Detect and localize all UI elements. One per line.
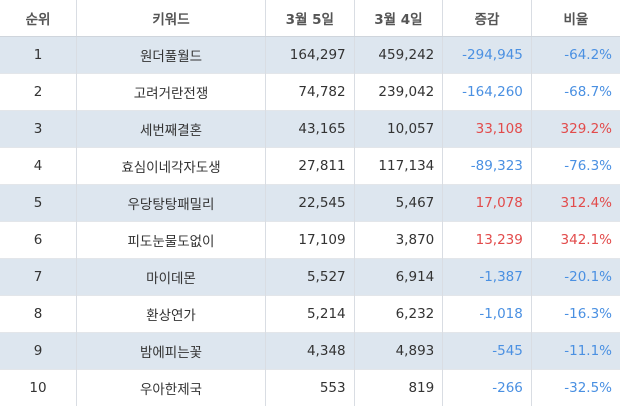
mar5-cell: 22,545 [266,185,355,222]
change-cell: -545 [443,333,532,370]
table-row: 9 밤에피는꽃 4,348 4,893 -545 -11.1% [0,333,620,370]
table-row: 1 원더풀월드 164,297 459,242 -294,945 -64.2% [0,37,620,74]
table-row: 5 우당탕탕패밀리 22,545 5,467 17,078 312.4% [0,185,620,222]
ratio-cell: -68.7% [531,74,620,111]
change-cell: -294,945 [443,37,532,74]
mar4-cell: 5,467 [354,185,443,222]
header-ratio: 비율 [531,0,620,37]
change-cell: -89,323 [443,148,532,185]
table-row: 2 고려거란전쟁 74,782 239,042 -164,260 -68.7% [0,74,620,111]
rank-cell: 1 [0,37,77,74]
table-row: 7 마이데몬 5,527 6,914 -1,387 -20.1% [0,259,620,296]
mar4-cell: 459,242 [354,37,443,74]
mar5-cell: 5,214 [266,296,355,333]
table-header-row: 순위 키워드 3월 5일 3월 4일 증감 비율 [0,0,620,37]
table-row: 3 세번째결혼 43,165 10,057 33,108 329.2% [0,111,620,148]
table-row: 10 우아한제국 553 819 -266 -32.5% [0,370,620,406]
ratio-cell: -20.1% [531,259,620,296]
mar4-cell: 3,870 [354,222,443,259]
mar4-cell: 4,893 [354,333,443,370]
ratio-cell: -11.1% [531,333,620,370]
mar5-cell: 43,165 [266,111,355,148]
mar5-cell: 5,527 [266,259,355,296]
rank-cell: 6 [0,222,77,259]
keyword-cell: 환상연가 [77,296,266,333]
table-row: 4 효심이네각자도생 27,811 117,134 -89,323 -76.3% [0,148,620,185]
mar4-cell: 10,057 [354,111,443,148]
keyword-cell: 우당탕탕패밀리 [77,185,266,222]
ratio-cell: 312.4% [531,185,620,222]
header-mar4: 3월 4일 [354,0,443,37]
mar5-cell: 17,109 [266,222,355,259]
keyword-cell: 고려거란전쟁 [77,74,266,111]
mar4-cell: 239,042 [354,74,443,111]
rank-cell: 8 [0,296,77,333]
rank-cell: 4 [0,148,77,185]
keyword-cell: 세번째결혼 [77,111,266,148]
change-cell: -164,260 [443,74,532,111]
ratio-cell: -64.2% [531,37,620,74]
mar5-cell: 4,348 [266,333,355,370]
ratio-cell: 342.1% [531,222,620,259]
change-cell: 33,108 [443,111,532,148]
rank-cell: 2 [0,74,77,111]
change-cell: 13,239 [443,222,532,259]
rank-cell: 3 [0,111,77,148]
header-rank: 순위 [0,0,77,37]
change-cell: -266 [443,370,532,406]
table-row: 6 피도눈물도없이 17,109 3,870 13,239 342.1% [0,222,620,259]
change-cell: -1,018 [443,296,532,333]
ratio-cell: 329.2% [531,111,620,148]
header-keyword: 키워드 [77,0,266,37]
mar4-cell: 6,914 [354,259,443,296]
mar4-cell: 117,134 [354,148,443,185]
keyword-cell: 원더풀월드 [77,37,266,74]
table-row: 8 환상연가 5,214 6,232 -1,018 -16.3% [0,296,620,333]
change-cell: -1,387 [443,259,532,296]
rank-cell: 5 [0,185,77,222]
mar5-cell: 553 [266,370,355,406]
mar5-cell: 27,811 [266,148,355,185]
change-cell: 17,078 [443,185,532,222]
keyword-cell: 피도눈물도없이 [77,222,266,259]
keyword-cell: 마이데몬 [77,259,266,296]
mar4-cell: 6,232 [354,296,443,333]
ratio-cell: -32.5% [531,370,620,406]
header-mar5: 3월 5일 [266,0,355,37]
mar4-cell: 819 [354,370,443,406]
rank-cell: 7 [0,259,77,296]
rank-cell: 9 [0,333,77,370]
mar5-cell: 164,297 [266,37,355,74]
header-change: 증감 [443,0,532,37]
mar5-cell: 74,782 [266,74,355,111]
keyword-cell: 효심이네각자도생 [77,148,266,185]
keyword-cell: 밤에피는꽃 [77,333,266,370]
keyword-cell: 우아한제국 [77,370,266,406]
rank-cell: 10 [0,370,77,406]
ratio-cell: -76.3% [531,148,620,185]
ratio-cell: -16.3% [531,296,620,333]
